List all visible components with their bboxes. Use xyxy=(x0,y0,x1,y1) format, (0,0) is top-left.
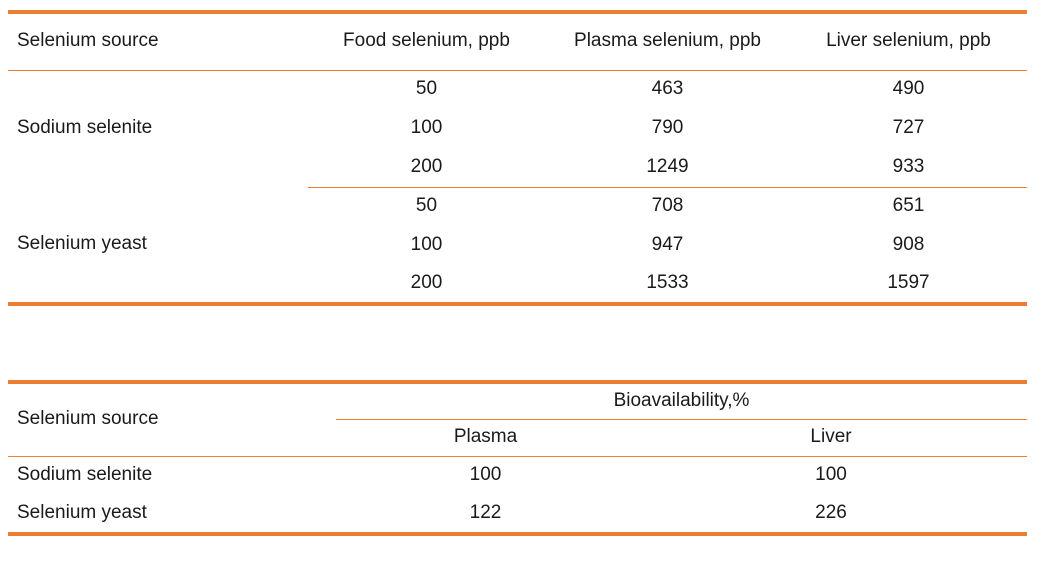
column-header-plasma: Plasma xyxy=(336,419,635,457)
table-row: Sodium selenite 100 100 xyxy=(8,456,1027,495)
cell-liver-selenium: 490 xyxy=(892,78,925,100)
cell-food-selenium: 200 xyxy=(410,272,443,294)
cell-plasma-selenium: 708 xyxy=(651,195,684,217)
cell-food-selenium: 200 xyxy=(308,148,545,188)
cell-plasma-selenium: 790 xyxy=(651,117,684,139)
cell-liver-bioavailability: 100 xyxy=(815,464,847,486)
cell-plasma-selenium: 463 xyxy=(651,78,684,100)
cell-food-selenium: 100 xyxy=(410,234,443,256)
column-header-food-selenium: Food selenium, ppb xyxy=(308,12,545,71)
table2-sub-header-row: Plasma Liver xyxy=(8,419,1028,457)
cell-plasma-selenium: 1533 xyxy=(646,272,689,294)
cell-liver-selenium: 908 xyxy=(892,234,925,256)
cell-plasma-bioavailability: 122 xyxy=(469,502,502,524)
table-row: Selenium yeast 122 226 xyxy=(8,495,1027,534)
column-header-selenium-source: Selenium source xyxy=(8,382,336,457)
table-row: 100 790 727 xyxy=(8,109,1027,148)
table-row: Selenium yeast 50 708 651 xyxy=(8,187,1027,254)
cell-food-selenium: 50 xyxy=(415,78,438,100)
table-row: 200 1533 1597 xyxy=(8,265,1027,304)
cell-food-selenium: 100 xyxy=(410,117,443,139)
source-label-sodium-selenite: Sodium selenite xyxy=(17,117,153,139)
cell-liver-selenium: 933 xyxy=(790,148,1027,188)
source-label-selenium-yeast: Selenium yeast xyxy=(17,502,147,524)
selenium-concentration-table: Selenium source Food selenium, ppb Plasm… xyxy=(8,10,1027,306)
table1-header-row: Selenium source Food selenium, ppb Plasm… xyxy=(8,12,1027,71)
table-row: 200 1249 933 xyxy=(8,148,1027,188)
cell-liver-selenium: 727 xyxy=(892,117,925,139)
source-label-sodium-selenite: Sodium selenite xyxy=(17,464,153,486)
table-row: Sodium selenite 50 463 490 xyxy=(8,70,1027,138)
cell-liver-selenium: 651 xyxy=(892,195,925,217)
table-row: 100 947 908 xyxy=(8,226,1027,265)
cell-plasma-selenium: 947 xyxy=(651,234,684,256)
column-header-bioavailability: Bioavailability,% xyxy=(336,382,1028,420)
page: Selenium source Food selenium, ppb Plasm… xyxy=(0,10,1048,562)
column-header-liver-selenium: Liver selenium, ppb xyxy=(790,12,1027,71)
cell-plasma-bioavailability: 100 xyxy=(469,464,502,486)
bioavailability-table: Selenium source Bioavailability,% Plasma… xyxy=(8,380,1028,536)
cell-plasma-selenium: 1249 xyxy=(545,148,790,188)
column-header-liver: Liver xyxy=(635,419,1028,457)
cell-liver-selenium: 1597 xyxy=(887,272,930,294)
column-header-selenium-source: Selenium source xyxy=(8,12,308,71)
column-header-plasma-selenium: Plasma selenium, ppb xyxy=(545,12,790,71)
source-label-selenium-yeast: Selenium yeast xyxy=(17,233,147,255)
table2-span-header-row: Selenium source Bioavailability,% xyxy=(8,382,1028,457)
cell-food-selenium: 50 xyxy=(415,195,438,217)
cell-liver-bioavailability: 226 xyxy=(815,502,847,524)
